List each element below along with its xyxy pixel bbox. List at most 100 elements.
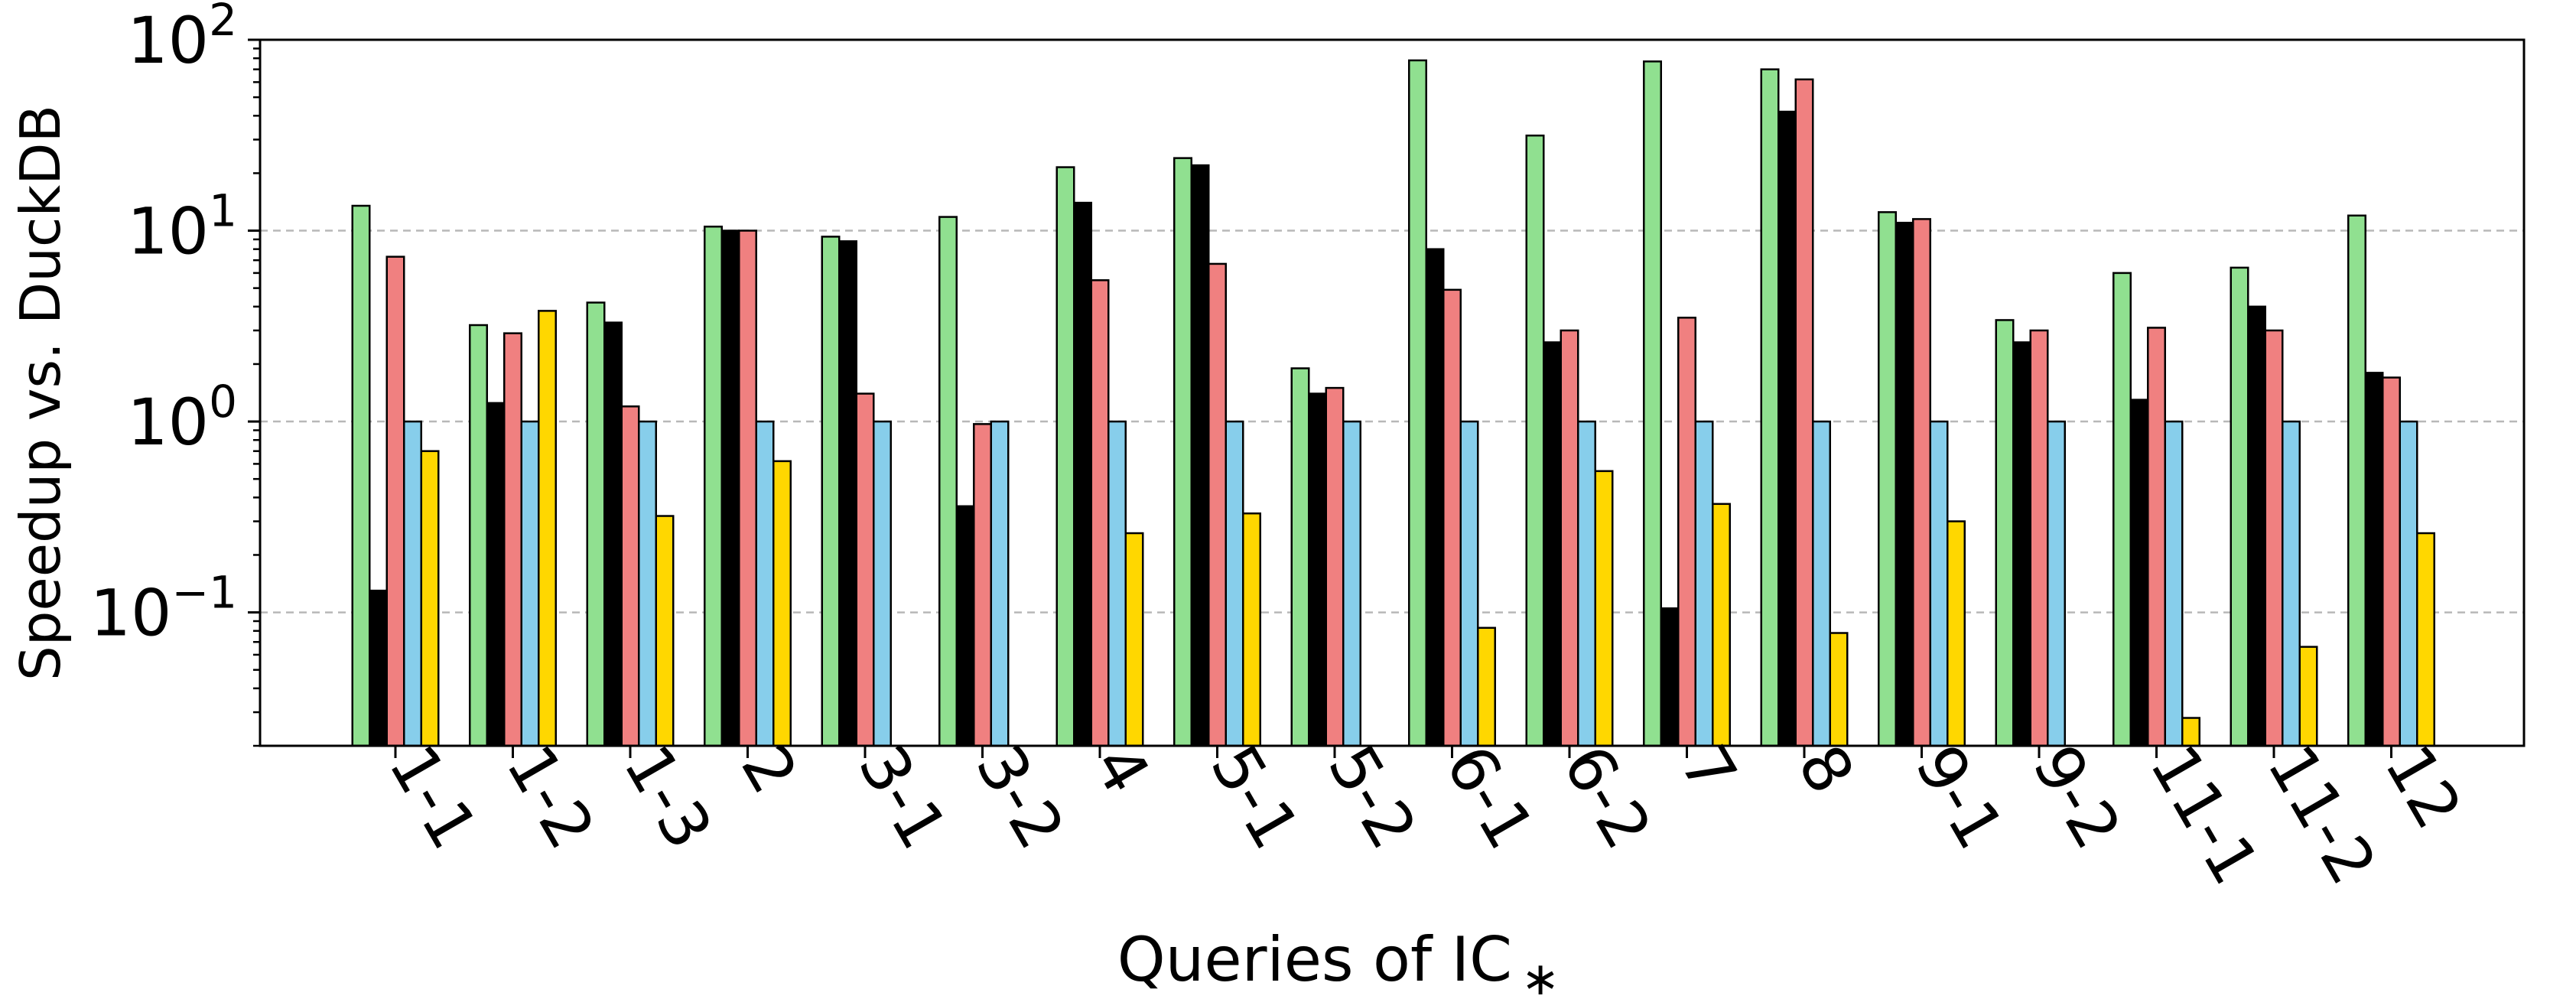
y-tick-label: 101 xyxy=(127,185,237,269)
bar xyxy=(2147,327,2166,747)
x-tick-label: 3-2 xyxy=(961,733,1078,861)
bar xyxy=(1090,279,1110,747)
bar xyxy=(1677,317,1696,747)
y-tick-exponent: −1 xyxy=(172,567,238,619)
bar xyxy=(1442,288,1462,747)
y-tick-label: 100 xyxy=(127,376,237,460)
bar xyxy=(1829,632,1849,747)
x-tick-label: 1-1 xyxy=(375,733,492,861)
x-tick-label: 6-2 xyxy=(1549,733,1666,861)
bar xyxy=(1712,503,1731,747)
bar xyxy=(655,515,675,747)
bar xyxy=(2129,399,2149,747)
bar xyxy=(1225,420,1244,747)
bar xyxy=(1794,78,1814,747)
bar xyxy=(1577,420,1596,747)
bar xyxy=(2230,266,2249,747)
y-tick-base: 10 xyxy=(127,385,209,460)
bar xyxy=(2364,372,2384,747)
bar xyxy=(938,216,958,747)
bar xyxy=(1107,420,1127,747)
bar xyxy=(2282,420,2301,747)
bar xyxy=(2113,272,2132,747)
bar xyxy=(1895,221,1914,747)
x-tick-label: 5-2 xyxy=(1314,733,1431,861)
bar xyxy=(873,420,892,747)
bar xyxy=(738,229,757,747)
bar xyxy=(990,420,1010,747)
x-tick-label: 1-2 xyxy=(492,733,609,861)
bar xyxy=(2047,420,2066,747)
bar xyxy=(620,405,640,747)
bar xyxy=(1124,532,1144,747)
bar xyxy=(1525,134,1545,747)
bar xyxy=(1643,60,1662,747)
bar xyxy=(403,420,422,747)
bar xyxy=(420,450,440,747)
bar xyxy=(772,460,792,747)
bar xyxy=(1242,512,1261,747)
bar xyxy=(704,225,723,747)
bar xyxy=(1594,470,1614,747)
bar xyxy=(720,229,740,747)
bar xyxy=(369,589,388,747)
x-tick-label: 3-1 xyxy=(844,733,961,861)
bar xyxy=(1055,166,1075,747)
bar xyxy=(2298,646,2318,747)
bar xyxy=(2399,420,2418,747)
x-tick-label: 12 xyxy=(2370,733,2476,841)
x-axis-title: Queries of IC ∗ xyxy=(1117,924,1560,999)
bar xyxy=(821,236,841,747)
plot-area-frame xyxy=(259,38,2526,747)
bar xyxy=(503,332,522,747)
bar xyxy=(855,392,875,747)
y-tick-base: 10 xyxy=(127,3,209,78)
bar xyxy=(1208,262,1227,747)
bar xyxy=(1308,392,1327,747)
bar xyxy=(1778,110,1797,747)
bar xyxy=(1342,420,1361,747)
x-tick-label: 6-1 xyxy=(1431,733,1548,861)
y-tick-exponent: 0 xyxy=(209,376,237,428)
y-tick-base: 10 xyxy=(90,576,172,651)
y-tick-label: 102 xyxy=(127,0,237,78)
bar xyxy=(486,402,506,747)
bar xyxy=(1408,59,1427,747)
bar xyxy=(603,321,623,747)
bar xyxy=(1947,520,1966,747)
y-tick-exponent: 2 xyxy=(209,0,237,46)
bar xyxy=(1694,420,1714,747)
bar xyxy=(2012,341,2031,747)
bar xyxy=(520,420,540,747)
bar xyxy=(1912,218,1931,747)
bar xyxy=(973,423,992,747)
bar xyxy=(2029,329,2049,747)
x-axis-title-suffix: ∗ xyxy=(1521,952,1560,999)
bar xyxy=(838,240,857,747)
bar xyxy=(1929,420,1949,747)
bar xyxy=(2164,420,2184,747)
bar xyxy=(1995,319,2015,747)
y-tick-base: 10 xyxy=(127,194,209,269)
bar xyxy=(955,505,975,747)
x-tick-label: 9-2 xyxy=(2018,733,2135,861)
bar xyxy=(1760,68,1780,747)
bar xyxy=(385,255,405,747)
bar xyxy=(1190,164,1210,747)
bar xyxy=(469,324,488,747)
bar xyxy=(755,420,775,747)
bar xyxy=(1290,367,1310,747)
bar xyxy=(351,204,371,747)
bars xyxy=(351,59,2435,747)
y-tick-exponent: 1 xyxy=(209,185,237,237)
x-tick-label: 9-1 xyxy=(1901,733,2018,861)
bar xyxy=(638,420,657,747)
bar xyxy=(2347,214,2366,747)
bar xyxy=(1173,157,1192,747)
bar xyxy=(2382,376,2401,747)
bar xyxy=(1425,248,1445,747)
x-axis-title-main: Queries of IC xyxy=(1117,924,1512,995)
bar xyxy=(1477,626,1496,747)
